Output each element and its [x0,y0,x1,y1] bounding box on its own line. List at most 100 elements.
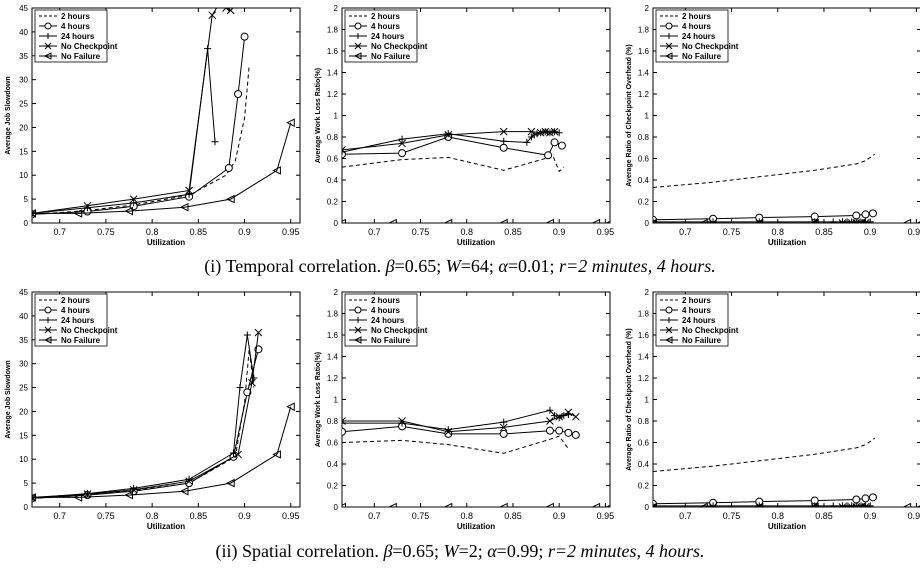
point-marker-circle [556,427,563,434]
caption-w-value: =64; [461,256,499,276]
y-axis-label: Average Job Slowdown [5,76,12,154]
caption-alpha: α [498,256,507,276]
y-tick-label: 5 [24,479,29,488]
x-tick-label: 0.85 [504,511,522,521]
caption-beta: β [386,256,395,276]
x-tick-label: 0.8 [461,227,474,237]
y-tick-label: 1.2 [327,90,339,99]
y-tick-label: 40 [19,312,28,321]
x-tick-label: 0.95 [282,511,300,521]
y-tick-label: 0 [24,503,29,512]
y-tick-label: 1.8 [638,310,650,319]
y-tick-label: 1.4 [327,353,339,362]
x-axis-label: Utilization [457,238,495,247]
caption-beta-value: =0.65; [392,541,443,561]
x-tick-label: 0.9 [864,227,877,237]
caption-temporal: (i) Temporal correlation. β=0.65; W=64; … [0,256,920,277]
y-tick-label: 1.6 [638,331,650,340]
point-marker-circle [862,495,869,502]
legend-label: 4 hours [682,22,711,31]
legend-label: 24 hours [682,316,716,325]
y-tick-label: 0.4 [327,176,339,185]
chart-panel: 0.70.750.80.850.90.9500.20.40.60.811.21.… [626,288,920,531]
y-tick-label: 0.6 [638,155,650,164]
caption-alpha: α [487,541,496,561]
point-marker-circle [241,33,248,40]
y-tick-label: 0.4 [327,460,339,469]
y-tick-label: 45 [19,288,28,297]
x-tick-label: 0.8 [772,227,785,237]
legend-label: No Failure [61,52,101,61]
legend-label: 4 hours [61,306,90,315]
point-marker-circle [869,210,876,217]
legend-label: No Checkpoint [61,42,118,51]
y-tick-label: 35 [19,52,28,61]
caption-spatial: (ii) Spatial correlation. β=0.65; W=2; α… [0,541,920,562]
y-tick-label: 0.8 [638,417,650,426]
point-marker-circle [666,307,672,313]
legend-label: 2 hours [371,12,400,21]
x-tick-label: 0.9 [238,227,251,237]
caption-prefix: (ii) Spatial correlation. [215,541,383,561]
point-marker-circle [355,307,361,313]
x-tick-label: 0.7 [368,227,381,237]
y-tick-label: 0 [334,219,339,228]
legend-label: 24 hours [682,32,716,41]
y-tick-label: 0.2 [327,482,339,491]
y-tick-label: 2 [334,4,339,13]
x-axis-label: Utilization [457,522,495,531]
caption-prefix: (i) Temporal correlation. [204,256,385,276]
legend-label: 2 hours [682,12,711,21]
point-marker-circle [572,431,579,438]
caption-beta-value: =0.65; [395,256,446,276]
x-tick-label: 0.8 [461,511,474,521]
legend-label: No Failure [682,336,722,345]
x-tick-label: 0.9 [238,511,251,521]
legend-label: No Checkpoint [682,326,739,335]
legend-label: 24 hours [61,32,95,41]
x-tick-label: 0.95 [597,511,615,521]
caption-r: r [559,256,566,276]
point-marker-circle [225,165,232,172]
y-tick-label: 0.6 [327,439,339,448]
point-marker-circle [551,139,558,146]
y-tick-label: 1.6 [327,47,339,56]
y-tick-label: 0.6 [327,155,339,164]
y-tick-label: 1.6 [638,47,650,56]
legend-label: 24 hours [371,32,405,41]
point-marker-circle [45,23,51,29]
legend-label: No Checkpoint [371,42,428,51]
caption-alpha-value: =0.01; [508,256,559,276]
legend-label: 4 hours [61,22,90,31]
caption-w: W [446,256,461,276]
x-tick-label: 0.85 [815,227,833,237]
x-tick-label: 0.75 [412,227,430,237]
point-marker-circle [869,494,876,501]
y-tick-label: 25 [19,384,28,393]
y-tick-label: 0.2 [638,198,650,207]
caption-alpha-value: =0.99; [497,541,548,561]
legend-label: 4 hours [371,306,400,315]
y-tick-label: 45 [19,4,28,13]
x-tick-label: 0.75 [412,511,430,521]
x-tick-label: 0.75 [97,511,115,521]
y-tick-label: 0.8 [327,417,339,426]
x-tick-label: 0.85 [190,227,208,237]
point-marker-circle [853,496,860,503]
y-tick-label: 2 [334,288,339,297]
y-tick-label: 10 [19,455,28,464]
legend-label: 2 hours [682,296,711,305]
point-marker-circle [558,142,565,149]
y-tick-label: 0 [645,503,650,512]
y-tick-label: 1 [334,112,339,121]
point-marker-circle [339,428,346,435]
x-tick-label: 0.8 [772,511,785,521]
y-tick-label: 0.4 [638,176,650,185]
legend-label: No Failure [61,336,101,345]
point-marker-circle [565,429,572,436]
chart-panel: 0.70.750.80.850.90.9500.20.40.60.811.21.… [626,4,920,247]
legend-label: No Failure [371,336,411,345]
